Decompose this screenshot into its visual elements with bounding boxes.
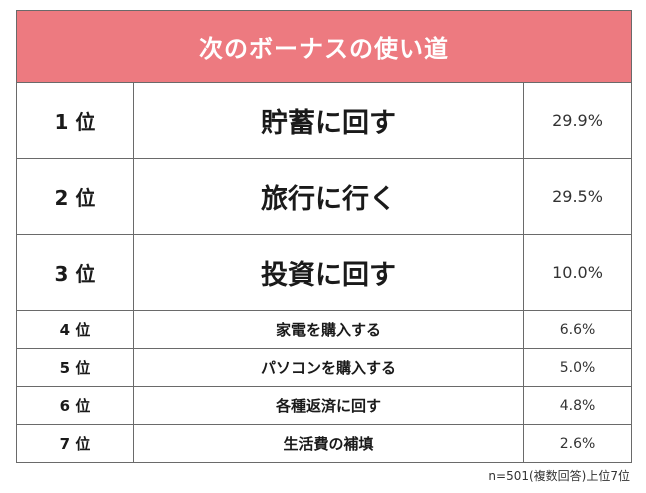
table-row: 6 位 各種返済に回す 4.8% xyxy=(16,386,633,425)
percentage-value: 6.6% xyxy=(522,310,633,349)
percentage-value: 4.8% xyxy=(522,386,633,425)
percentage-value: 2.6% xyxy=(522,424,633,463)
rank-label: 7 位 xyxy=(16,424,134,463)
rank-label: 5 位 xyxy=(16,348,134,387)
table-row: 7 位 生活費の補填 2.6% xyxy=(16,424,633,463)
rank-label: 4 位 xyxy=(16,310,134,349)
sample-size-note: n=501(複数回答)上位7位 xyxy=(488,469,630,483)
usage-item: 家電を購入する xyxy=(133,310,524,349)
rank-label: 6 位 xyxy=(16,386,134,425)
rank-label: 2 位 xyxy=(16,158,134,235)
percentage-value: 29.9% xyxy=(522,82,633,159)
rank-label: 1 位 xyxy=(16,82,134,159)
usage-item: パソコンを購入する xyxy=(133,348,524,387)
usage-item: 各種返済に回す xyxy=(133,386,524,425)
percentage-value: 5.0% xyxy=(522,348,633,387)
table-header-row: 次のボーナスの使い道 xyxy=(15,10,633,83)
table-row: 5 位 パソコンを購入する 5.0% xyxy=(16,348,633,387)
percentage-value: 29.5% xyxy=(522,158,633,235)
usage-item: 旅行に行く xyxy=(133,158,524,235)
table-row: 1 位 貯蓄に回す 29.9% xyxy=(16,82,633,159)
percentage-value: 10.0% xyxy=(522,234,633,311)
usage-item: 投資に回す xyxy=(133,234,524,311)
table-row: 2 位 旅行に行く 29.5% xyxy=(16,158,633,235)
usage-item: 生活費の補填 xyxy=(133,424,524,463)
usage-item: 貯蓄に回す xyxy=(133,82,524,159)
table-row: 4 位 家電を購入する 6.6% xyxy=(16,310,633,349)
ranking-table: 次のボーナスの使い道 1 位 貯蓄に回す 29.9% 2 位 旅行に行く 29.… xyxy=(15,10,633,463)
rank-label: 3 位 xyxy=(16,234,134,311)
table-title: 次のボーナスの使い道 xyxy=(15,10,633,83)
table-row: 3 位 投資に回す 10.0% xyxy=(16,234,633,311)
